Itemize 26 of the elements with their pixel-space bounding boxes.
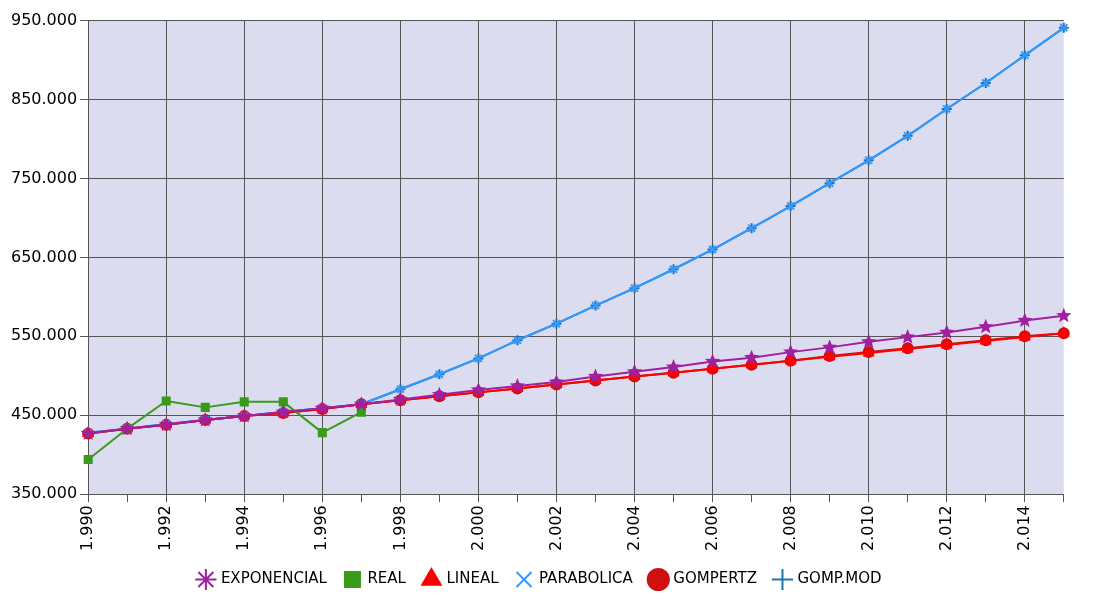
x-tick-label: 2.010: [857, 505, 877, 552]
y-tick-label: 350.000: [10, 483, 78, 503]
x-tick-label: 2.008: [779, 505, 799, 552]
x-tick-label: 2.002: [545, 505, 565, 552]
y-tick-label: 750.000: [10, 167, 78, 187]
legend-label: EXPONENCIAL: [220, 569, 328, 588]
legend-label: GOMP.MOD: [797, 569, 882, 588]
x-tick-label: 1.990: [77, 505, 97, 552]
y-tick-label: 850.000: [10, 88, 78, 108]
y-tick-label: 650.000: [10, 246, 78, 266]
legend-label: GOMPERTZ: [673, 569, 757, 588]
x-tick-label: 2.014: [1013, 505, 1033, 552]
legend-label: PARABOLICA: [539, 569, 634, 588]
x-tick-label: 2.004: [623, 505, 643, 552]
y-tick-label: 950.000: [10, 9, 78, 29]
x-tick-label: 1.992: [155, 505, 175, 552]
x-tick-label: 2.012: [935, 505, 955, 552]
x-tick-label: 2.006: [701, 505, 721, 552]
x-tick-label: 1.994: [233, 505, 253, 552]
x-tick-label: 2.000: [467, 505, 487, 552]
x-tick-label: 1.996: [311, 505, 331, 552]
y-tick-label: 550.000: [10, 325, 78, 345]
x-tick-label: 1.998: [389, 505, 409, 552]
legend-label: LINEAL: [446, 569, 500, 588]
y-tick-label: 450.000: [10, 404, 78, 424]
legend-label: REAL: [367, 569, 407, 588]
